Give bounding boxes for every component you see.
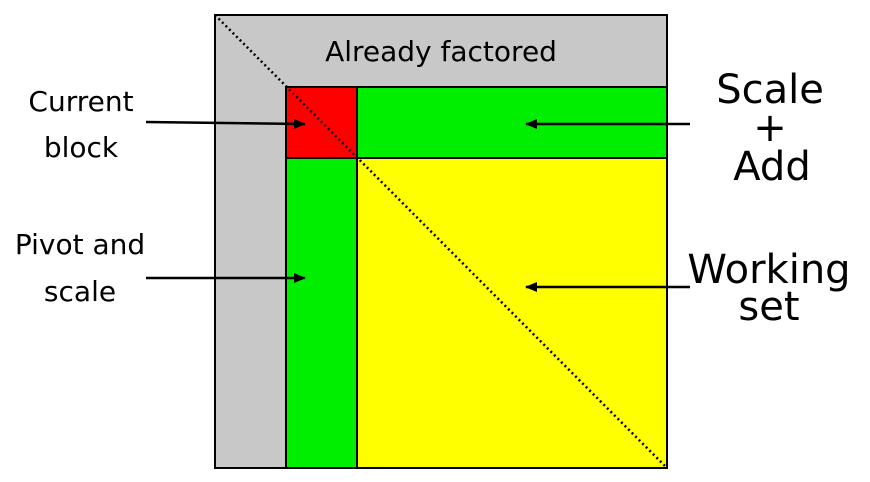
current-block-label-line2: block	[44, 131, 119, 164]
working-set-label-line1: Working	[687, 247, 850, 293]
already-factored-label: Already factored	[325, 35, 557, 68]
scale-add-label-line3: Add	[733, 144, 810, 190]
scale-add-label-line1: Scale	[716, 67, 824, 113]
column-panel-region	[285, 157, 358, 469]
matrix-diagonal	[214, 14, 668, 469]
scale-add-label-line2: +	[753, 105, 787, 151]
working-set-label-line2: set	[738, 284, 799, 330]
arrow-to-current-block	[145, 118, 306, 129]
pivot-and-scale-label-line1: Pivot and	[15, 228, 145, 261]
row-panel-region	[356, 86, 668, 159]
current-block-label-line1: Current	[28, 85, 133, 118]
pivot-and-scale-label-line2: scale	[44, 275, 116, 308]
matrix-outline	[214, 14, 668, 469]
